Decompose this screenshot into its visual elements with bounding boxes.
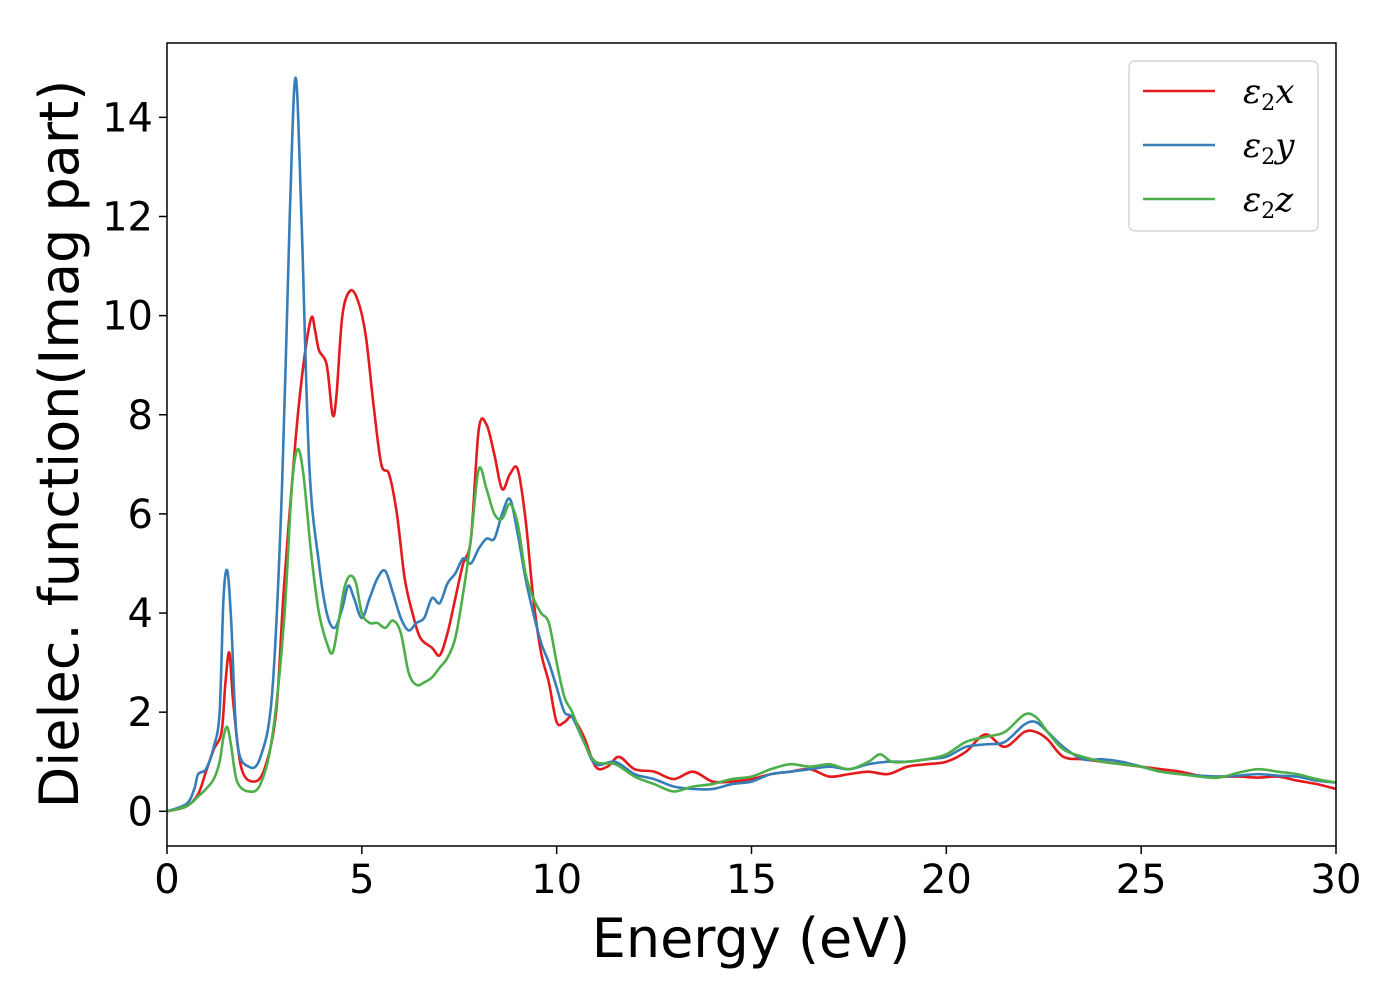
x-tick-label: 20 — [921, 857, 972, 903]
legend-label-z: ε2z — [1243, 180, 1294, 224]
x-tick-label: 30 — [1311, 857, 1362, 903]
x-tick-label: 10 — [531, 857, 582, 903]
y-tick-label: 12 — [102, 194, 153, 240]
series-line-z — [167, 447, 1336, 813]
y-tick-label: 2 — [128, 690, 153, 736]
x-tick-label: 5 — [349, 857, 374, 903]
y-axis-label: Dielec. function(Imag part) — [28, 80, 91, 809]
y-tick-label: 10 — [102, 294, 153, 340]
x-tick-label: 0 — [154, 857, 179, 903]
series-line-x — [167, 288, 1336, 813]
y-tick-label: 8 — [128, 393, 153, 439]
x-tick-label: 15 — [726, 857, 777, 903]
x-tick-label: 25 — [1116, 857, 1167, 903]
x-axis: 0 5 10 15 20 25 30 — [154, 846, 1361, 903]
y-tick-label: 6 — [128, 492, 153, 538]
x-axis-label: Energy (eV) — [592, 907, 911, 970]
y-axis: 0 2 4 6 8 10 12 14 — [102, 95, 167, 835]
y-tick-label: 14 — [102, 95, 153, 141]
y-tick-label: 0 — [128, 789, 153, 835]
legend-box — [1128, 60, 1319, 232]
series-layer — [167, 76, 1336, 813]
y-tick-label: 4 — [128, 591, 153, 637]
